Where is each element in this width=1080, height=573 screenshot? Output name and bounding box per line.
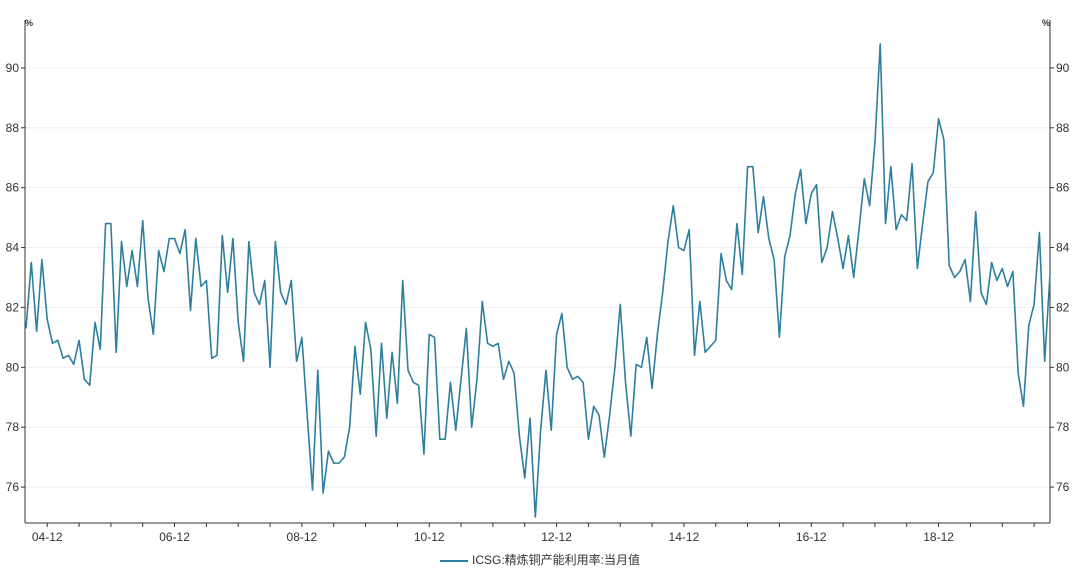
x-tick-label: 10-12 xyxy=(414,530,445,544)
y-tick-label-right: 80 xyxy=(1056,360,1070,374)
series-line xyxy=(25,43,1051,518)
legend-label: ICSG:精炼铜产能利用率:当月值 xyxy=(471,553,640,567)
legend-swatch xyxy=(439,559,468,562)
x-tick-label: 08-12 xyxy=(287,530,318,544)
y-tick-label-left: 90 xyxy=(6,61,20,75)
x-ticks: 04-12 06-12 08-12 10-12 12-12 14-12 16-12 18-12 xyxy=(32,530,954,544)
y-tick-label-left: 82 xyxy=(6,300,20,314)
x-tick-label: 04-12 xyxy=(32,530,63,544)
y-tick-label-right: 90 xyxy=(1056,61,1070,75)
y-tick-label-left: 86 xyxy=(6,181,20,195)
y-tick-label-right: 78 xyxy=(1056,420,1070,434)
y-tick-label-right: 86 xyxy=(1056,181,1070,195)
x-tick-label: 06-12 xyxy=(159,530,190,544)
y-tick-label-right: 82 xyxy=(1056,300,1070,314)
gridlines xyxy=(25,67,1050,488)
x-tick-label: 12-12 xyxy=(541,530,572,544)
y-tick-label-left: 80 xyxy=(6,360,20,374)
x-minor-ticks xyxy=(46,523,1035,527)
legend: ICSG:精炼铜产能利用率:当月值 xyxy=(0,551,1080,568)
left-unit-label: % xyxy=(25,18,33,28)
y-tick-label-right: 84 xyxy=(1056,241,1070,255)
x-tick-label: 18-12 xyxy=(923,530,954,544)
y-tick-label-left: 78 xyxy=(6,420,20,434)
y-tick-label-left: 76 xyxy=(6,480,20,494)
y-tick-label-left: 88 xyxy=(6,121,20,135)
y-ticks: 76 76 78 78 80 80 82 82 84 84 86 86 88 88 90 90 xyxy=(6,61,1070,494)
axes: % % xyxy=(24,18,1051,524)
x-tick-label: 16-12 xyxy=(796,530,827,544)
x-tick-label: 14-12 xyxy=(669,530,700,544)
y-tick-label-right: 88 xyxy=(1056,121,1070,135)
line-chart: % % 76 76 78 78 80 80 82 82 84 84 86 86 88 88 90 90 04-… xyxy=(6,18,1070,544)
y-tick-label-left: 84 xyxy=(6,241,20,255)
y-tick-label-right: 76 xyxy=(1056,480,1070,494)
series-group xyxy=(25,43,1051,518)
right-unit-label: % xyxy=(1042,18,1050,28)
